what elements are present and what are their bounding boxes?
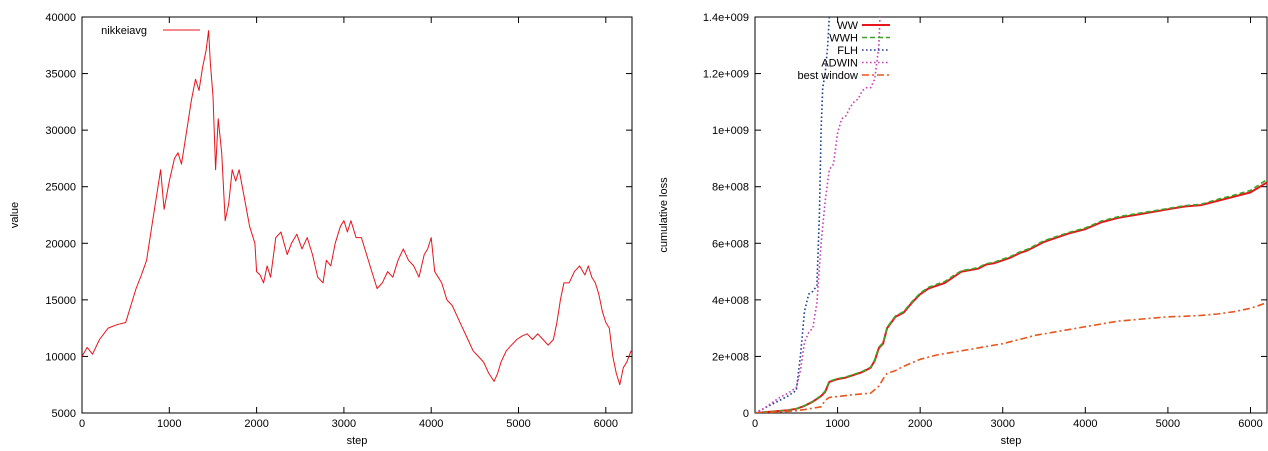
- series-line-best-window: [755, 301, 1267, 413]
- x-tick-label: 3000: [990, 418, 1014, 430]
- y-axis-label: cumulative loss: [658, 177, 670, 253]
- y-tick-label: 1.2e+009: [703, 69, 749, 81]
- chart-cumulative-loss: 0 2e+008 4e+008 6e+008 8e+008 1e+009 1.2e+009 1…: [658, 12, 1268, 447]
- legend-label-adwin: ADWIN: [821, 58, 858, 70]
- y-tick-label: 4e+008: [712, 295, 749, 307]
- y-axis-ticks: 0 2e+008 4e+008 6e+008 8e+008 1e+009 1.2e+009 1…: [703, 12, 1267, 420]
- x-tick-label: 2000: [908, 418, 932, 430]
- legend-label-nikkeiavg: nikkeiavg: [101, 25, 147, 37]
- x-axis-label: step: [347, 435, 368, 447]
- y-tick-label: 1.4e+009: [703, 12, 749, 24]
- x-tick-label: 2000: [244, 418, 268, 430]
- y-tick-label: 6e+008: [712, 238, 749, 250]
- x-tick-label: 4000: [1073, 418, 1097, 430]
- x-tick-label: 0: [752, 418, 758, 430]
- series-line-nikkeiavg: [82, 30, 632, 386]
- legend-label-ww: WW: [837, 20, 858, 32]
- y-tick-label: 8e+008: [712, 182, 749, 194]
- x-tick-label: 0: [79, 418, 85, 430]
- legend-label-best-window: best window: [797, 70, 858, 82]
- legend: nikkeiavg: [101, 25, 200, 37]
- y-tick-label: 10000: [45, 351, 76, 363]
- series-line-wwh: [755, 178, 1267, 413]
- y-tick-label: 5000: [52, 408, 76, 420]
- x-tick-label: 6000: [594, 418, 618, 430]
- y-tick-label: 20000: [45, 238, 76, 250]
- x-tick-label: 6000: [1238, 418, 1262, 430]
- x-axis-ticks: 0 1000 2000 3000 4000 5000 6000: [79, 17, 618, 430]
- plot-frame: [754, 16, 1268, 414]
- x-tick-label: 4000: [419, 418, 443, 430]
- y-tick-label: 1e+009: [712, 125, 749, 137]
- y-axis-label: value: [9, 202, 21, 228]
- x-tick-label: 1000: [157, 418, 181, 430]
- legend-label-wwh: WWH: [829, 33, 858, 45]
- series-group: [82, 30, 632, 386]
- series-line-adwin: [755, 17, 881, 413]
- x-tick-label: 5000: [506, 418, 530, 430]
- x-tick-label: 5000: [1156, 418, 1180, 430]
- series-group: [755, 17, 1267, 413]
- y-axis-ticks: 5000 10000 15000 20000 25000 30000 35000 40000: [45, 12, 632, 420]
- series-line-flh: [755, 17, 831, 413]
- y-tick-label: 40000: [45, 12, 76, 24]
- series-line-ww: [755, 181, 1267, 413]
- y-tick-label: 35000: [45, 69, 76, 81]
- x-tick-label: 3000: [332, 418, 356, 430]
- legend-label-flh: FLH: [837, 45, 858, 57]
- y-tick-label: 30000: [45, 125, 76, 137]
- plot-frame: [81, 16, 633, 414]
- x-axis-ticks: 0 1000 2000 3000 4000 5000 6000: [752, 17, 1263, 430]
- y-tick-label: 0: [743, 408, 749, 420]
- x-tick-label: 1000: [825, 418, 849, 430]
- y-tick-label: 2e+008: [712, 351, 749, 363]
- y-tick-label: 15000: [45, 295, 76, 307]
- y-tick-label: 25000: [45, 182, 76, 194]
- x-axis-label: step: [1001, 435, 1022, 447]
- chart-nikkei: 500010000150002000025000300003500040000 …: [9, 12, 633, 447]
